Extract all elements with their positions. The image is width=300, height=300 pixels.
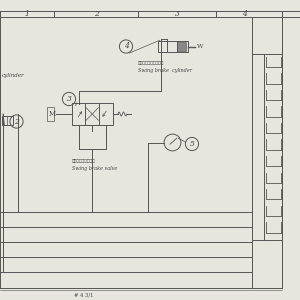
Text: W: W (196, 44, 203, 49)
Text: 旋回ブレーキバルブ: 旋回ブレーキバルブ (72, 159, 96, 163)
Bar (2, 116, 13, 125)
Text: 4: 4 (124, 43, 128, 50)
Text: # 4 3/1: # 4 3/1 (74, 292, 94, 297)
Text: 2: 2 (14, 118, 19, 125)
Text: Swing brake valve: Swing brake valve (72, 166, 117, 171)
Bar (177, 42, 186, 51)
Text: 旋回ブレーキシリンダ: 旋回ブレーキシリンダ (138, 61, 164, 65)
Text: 1: 1 (25, 10, 29, 18)
Text: 2: 2 (94, 10, 98, 18)
Text: cylinder: cylinder (2, 73, 24, 77)
Text: 3: 3 (67, 95, 71, 103)
Text: Swing brake  cylinder: Swing brake cylinder (138, 68, 192, 73)
Text: 4: 4 (242, 10, 247, 18)
Text: M: M (48, 110, 56, 118)
Bar (158, 41, 188, 52)
Bar (72, 103, 112, 124)
Text: 5: 5 (190, 140, 194, 148)
Text: 3: 3 (175, 10, 179, 18)
Bar (46, 106, 54, 121)
